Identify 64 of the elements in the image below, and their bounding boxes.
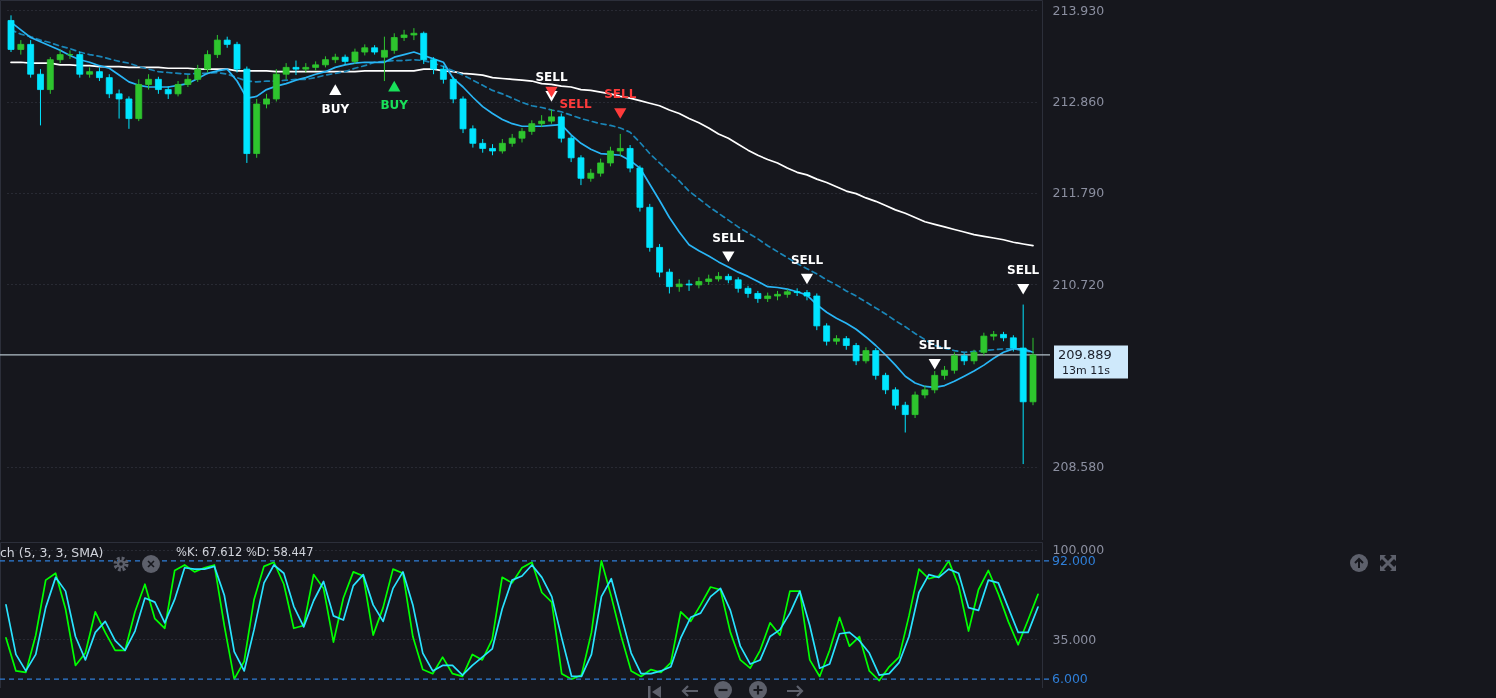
candlestick — [56, 48, 64, 64]
candlestick — [931, 370, 939, 394]
candlestick — [616, 133, 624, 157]
candlestick — [557, 112, 565, 143]
candlestick — [390, 32, 398, 55]
candlestick — [803, 289, 811, 301]
candlestick — [115, 89, 123, 120]
point — [800, 273, 814, 285]
point — [1017, 283, 1030, 295]
y-tick-label: 35.000 — [1052, 631, 1097, 647]
candlestick — [852, 342, 860, 366]
candlestick — [184, 74, 192, 88]
candlestick — [76, 51, 84, 79]
point — [388, 80, 401, 92]
candlestick — [341, 54, 349, 66]
chart-title: ch (5, 3, 3, SMA) — [0, 545, 104, 560]
candlestick — [901, 401, 909, 434]
candlestick — [292, 60, 300, 76]
data-label: SELL — [1007, 263, 1040, 278]
candlestick — [213, 34, 221, 59]
point — [329, 84, 342, 95]
candlestick — [449, 76, 457, 104]
candlestick — [381, 36, 388, 82]
data-label: SELL — [712, 230, 745, 245]
candlestick — [607, 146, 614, 167]
annotation: %K: 67.612 %D: 58.447 — [176, 545, 314, 559]
candlestick — [204, 49, 211, 74]
candlestick — [892, 386, 899, 410]
candlestick — [695, 276, 703, 289]
candlestick — [105, 73, 113, 99]
candlestick — [410, 27, 418, 41]
candlestick — [37, 68, 44, 126]
candlestick — [400, 29, 408, 42]
candlestick — [567, 135, 575, 163]
candlestick — [626, 144, 634, 173]
data-label: SELL — [790, 252, 824, 267]
y-tick-label: 210.720 — [1052, 276, 1105, 292]
candlestick — [823, 322, 831, 346]
candlestick — [125, 95, 133, 130]
text: 13m 11s — [1062, 363, 1111, 377]
candlestick — [980, 332, 988, 357]
point — [722, 251, 735, 263]
ref-line-label: 6.000 — [1052, 671, 1088, 687]
y-tick-label: 211.790 — [1052, 185, 1105, 201]
y-tick-label: 208.580 — [1052, 459, 1105, 475]
candlestick — [685, 279, 693, 292]
candlestick — [911, 391, 919, 419]
candlestick — [666, 268, 673, 294]
candlestick — [577, 154, 585, 186]
data-label: BUY — [380, 98, 409, 113]
candlestick — [882, 372, 889, 395]
data-label: BUY — [321, 101, 350, 116]
ref-line-label: 209.889 — [1058, 346, 1112, 362]
point — [928, 358, 941, 370]
y-tick-label: 213.930 — [1052, 2, 1105, 18]
data-label: SELL — [918, 338, 952, 353]
point — [545, 86, 558, 98]
data-label: SELL — [559, 97, 592, 112]
data-label: SELL — [535, 70, 568, 85]
candlestick — [950, 351, 958, 375]
candlestick — [469, 124, 477, 149]
point — [614, 108, 627, 119]
y-tick-label: 212.860 — [1052, 94, 1105, 110]
candlestick — [744, 285, 752, 299]
